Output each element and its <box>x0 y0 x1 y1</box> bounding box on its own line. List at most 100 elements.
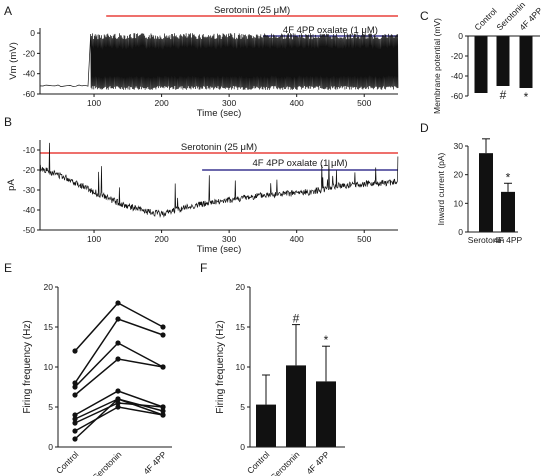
f-ytick-label-0: 0 <box>240 442 245 452</box>
e-point-8-2 <box>160 412 166 418</box>
e-category-label-0: Control <box>54 449 81 476</box>
d-ytick-label-3: 30 <box>454 141 464 151</box>
c-ytick-label-2: -40 <box>451 71 464 81</box>
e-ytick-label-1: 5 <box>48 402 53 412</box>
y-axis-label-e: Firing frequency (Hz) <box>22 320 33 413</box>
chart-a: Serotonin (25 μM) 4F 4PP oxalate (1 μM) … <box>8 5 399 119</box>
c-bar-0 <box>474 36 488 93</box>
d-category-label-0: Serotonin <box>468 235 505 245</box>
f-ytick-label-3: 15 <box>236 322 246 332</box>
e-point-3-2 <box>160 364 166 370</box>
c-bar-2 <box>519 36 533 88</box>
e-point-8-0 <box>72 436 78 442</box>
f-category-label-2: 4F 4PP <box>304 449 331 476</box>
e-ytick-label-3: 15 <box>44 322 54 332</box>
a-xtick-label-0: 100 <box>87 98 101 108</box>
f-bar-1 <box>286 365 306 447</box>
c-significance-2: * <box>524 90 529 104</box>
voltage-trace <box>39 33 399 90</box>
c-bar-1 <box>496 36 510 86</box>
c-significance-1: # <box>500 88 507 102</box>
e-category-label-2: 4F 4PP <box>141 449 168 476</box>
e-point-4-1 <box>115 388 121 394</box>
e-point-6-1 <box>115 400 121 406</box>
e-ytick-label-2: 10 <box>44 362 54 372</box>
a-xtick-label-3: 400 <box>290 98 304 108</box>
y-axis-label-d: Inward current (pA) <box>436 152 446 225</box>
current-trace <box>39 142 399 218</box>
e-point-2-0 <box>72 384 78 390</box>
b-ytick-label-0: -10 <box>23 145 36 155</box>
a-xtick-label-2: 300 <box>222 98 236 108</box>
f-category-label-0: Control <box>245 449 272 476</box>
e-category-label-1: Serotonin <box>91 449 124 476</box>
panel-label-b: B <box>4 115 12 129</box>
e-point-3-1 <box>115 356 121 362</box>
drug-label-a: 4F 4PP oxalate (1 μM) <box>283 25 378 36</box>
e-ytick-label-0: 0 <box>48 442 53 452</box>
a-ytick-label-0: 0 <box>30 28 35 38</box>
a-ytick-label-3: -60 <box>23 89 36 99</box>
e-point-3-0 <box>72 392 78 398</box>
e-point-5-0 <box>72 416 78 422</box>
b-ytick-label-4: -50 <box>23 225 36 235</box>
e-point-5-2 <box>160 408 166 414</box>
e-point-4-0 <box>72 412 78 418</box>
e-point-1-1 <box>115 316 121 322</box>
e-point-1-2 <box>160 332 166 338</box>
d-ytick-label-0: 0 <box>458 227 463 237</box>
a-xtick-label-4: 500 <box>357 98 371 108</box>
panel-label-a: A <box>4 4 12 18</box>
y-axis-label-c: Membrane potential (mV) <box>432 18 442 114</box>
x-axis-label-a: Time (sec) <box>197 108 242 119</box>
b-ytick-label-1: -20 <box>23 165 36 175</box>
chart-b: Serotonin (25 μM) 4F 4PP oxalate (1 μM) … <box>6 140 399 255</box>
a-ytick-label-1: -20 <box>23 48 36 58</box>
f-bar-0 <box>256 404 276 447</box>
e-point-8-1 <box>115 396 121 402</box>
serotonin-label-b: Serotonin (25 μM) <box>181 142 257 153</box>
f-ytick-label-1: 5 <box>240 402 245 412</box>
b-xtick-label-4: 500 <box>357 234 371 244</box>
d-significance-1: * <box>506 170 511 184</box>
f-significance-1: # <box>293 312 300 326</box>
e-point-0-2 <box>160 324 166 330</box>
e-point-2-1 <box>115 340 121 346</box>
chart-e: 0 5 10 15 20 Control Serotonin 4F 4PP Firing f… <box>22 282 172 476</box>
b-xtick-label-3: 400 <box>290 234 304 244</box>
b-ytick-label-3: -40 <box>23 205 36 215</box>
panel-label-d: D <box>420 121 429 135</box>
d-bar-1 <box>501 191 515 232</box>
b-ytick-label-2: -30 <box>23 185 36 195</box>
serotonin-label-a: Serotonin (25 μM) <box>214 5 290 16</box>
d-bar-0 <box>479 153 493 232</box>
e-point-1-0 <box>72 380 78 386</box>
c-ytick-label-0: 0 <box>458 31 463 41</box>
f-category-label-1: Serotonin <box>269 449 302 476</box>
b-xtick-label-1: 200 <box>154 234 168 244</box>
e-ytick-label-4: 20 <box>44 282 54 292</box>
c-ytick-label-3: -60 <box>451 91 464 101</box>
y-axis-label-b: pA <box>6 179 17 191</box>
x-axis-label-b: Time (sec) <box>197 244 242 255</box>
y-axis-label-a: Vm (mV) <box>8 42 19 79</box>
e-point-0-1 <box>115 300 121 306</box>
b-xtick-label-2: 300 <box>222 234 236 244</box>
f-bar-2 <box>316 381 336 447</box>
panel-label-c: C <box>420 9 429 23</box>
e-point-7-1 <box>115 404 121 410</box>
y-axis-label-f: Firing frequency (Hz) <box>215 320 226 413</box>
f-significance-2: * <box>324 333 329 347</box>
drug-label-b: 4F 4PP oxalate (1 μM) <box>253 158 348 169</box>
d-category-label-1: 4F 4PP <box>494 235 523 245</box>
e-point-0-0 <box>72 348 78 354</box>
c-category-label-0: Control <box>472 6 499 33</box>
d-ytick-label-2: 20 <box>454 170 464 180</box>
c-ytick-label-1: -20 <box>451 51 464 61</box>
panel-label-f: F <box>200 261 207 275</box>
a-ytick-label-2: -40 <box>23 69 36 79</box>
